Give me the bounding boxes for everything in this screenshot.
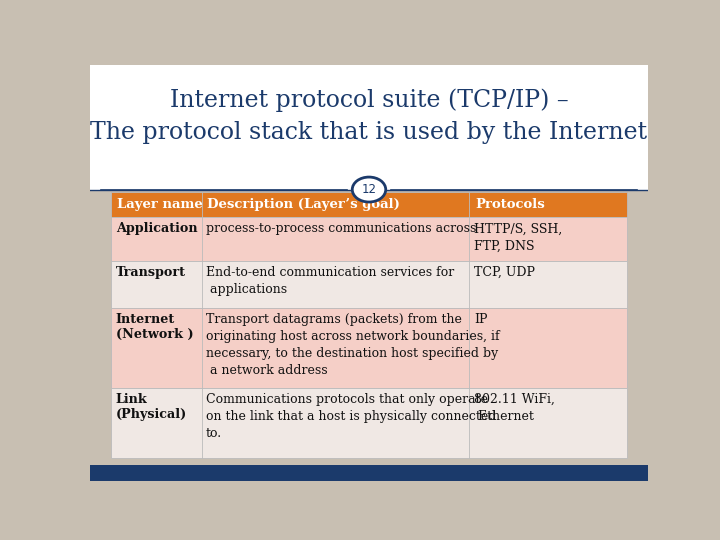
FancyBboxPatch shape [90, 65, 648, 190]
FancyBboxPatch shape [111, 261, 627, 308]
FancyBboxPatch shape [111, 388, 627, 458]
FancyBboxPatch shape [111, 192, 627, 218]
Text: HTTP/S, SSH,
FTP, DNS: HTTP/S, SSH, FTP, DNS [474, 222, 562, 252]
Text: Internet
(Network ): Internet (Network ) [116, 313, 193, 341]
Text: Transport datagrams (packets) from the
originating host across network boundarie: Transport datagrams (packets) from the o… [206, 313, 500, 377]
Text: Application: Application [116, 222, 197, 235]
FancyBboxPatch shape [90, 465, 648, 481]
Text: process-to-process communications across: process-to-process communications across [206, 222, 477, 235]
FancyBboxPatch shape [111, 218, 627, 261]
Text: The protocol stack that is used by the Internet: The protocol stack that is used by the I… [91, 122, 647, 145]
Text: Link
(Physical): Link (Physical) [116, 393, 187, 421]
Text: Communications protocols that only operate
on the link that a host is physically: Communications protocols that only opera… [206, 393, 496, 440]
Text: End-to-end communication services for
 applications: End-to-end communication services for ap… [206, 266, 454, 296]
Text: IP: IP [474, 313, 487, 326]
Text: 802.11 WiFi,
 Ethernet: 802.11 WiFi, Ethernet [474, 393, 555, 423]
Circle shape [352, 177, 386, 202]
Text: Protocols: Protocols [475, 198, 545, 211]
Text: TCP, UDP: TCP, UDP [474, 266, 535, 279]
Text: Transport: Transport [116, 266, 186, 279]
FancyBboxPatch shape [111, 308, 627, 388]
Text: Layer name: Layer name [117, 198, 202, 211]
Text: Description (Layer’s goal): Description (Layer’s goal) [207, 198, 400, 211]
Text: Internet protocol suite (TCP/IP) –: Internet protocol suite (TCP/IP) – [170, 89, 568, 112]
Text: 12: 12 [361, 183, 377, 196]
